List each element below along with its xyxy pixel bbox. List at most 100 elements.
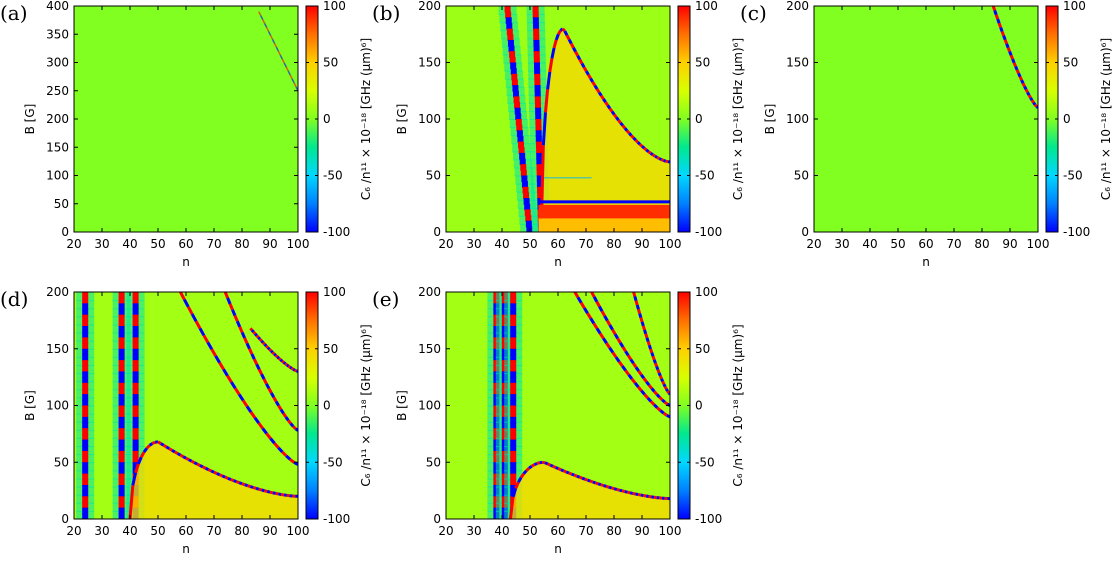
resonance-mark <box>118 382 125 390</box>
x-axis-label: n <box>182 255 190 269</box>
resonance-mark <box>118 297 125 305</box>
resonance-mark <box>269 392 276 399</box>
resonance-mark <box>82 331 89 339</box>
arc-resonance <box>128 440 298 519</box>
resonance-mark <box>258 11 262 16</box>
resonance-mark <box>516 130 523 137</box>
resonance-mark <box>118 456 125 464</box>
resonance-mark <box>182 298 190 308</box>
resonance-mark <box>226 297 232 305</box>
resonance-mark <box>632 491 636 496</box>
resonance-mark <box>275 46 280 52</box>
resonance-mark <box>571 472 575 477</box>
resonance-mark <box>573 473 578 478</box>
resonance-mark <box>82 428 89 435</box>
resonance-mark <box>261 427 268 435</box>
x-tick-label: 90 <box>1002 237 1017 251</box>
resonance-mark <box>507 39 514 47</box>
resonance-mark <box>536 181 543 188</box>
y-tick-label: 150 <box>786 56 809 70</box>
resonance-mark <box>583 307 589 314</box>
resonance-mark <box>619 488 623 493</box>
resonance-mark <box>273 42 278 48</box>
resonance-mark <box>1020 79 1025 84</box>
resonance-mark <box>287 364 291 369</box>
resonance-mark <box>182 455 187 460</box>
resonance-mark <box>82 365 89 373</box>
resonance-mark <box>278 492 282 496</box>
colorbar-tick-label: -100 <box>323 225 350 239</box>
resonance-mark <box>510 439 517 447</box>
resonance-mark <box>510 456 517 464</box>
resonance-mark <box>118 411 125 418</box>
resonance-mark <box>651 355 656 361</box>
colorbar-tick-label: 0 <box>323 112 331 126</box>
resonance-mark <box>82 326 89 333</box>
resonance-mark <box>557 467 562 472</box>
resonance-mark <box>275 491 279 496</box>
resonance-mark <box>536 175 543 183</box>
resonance-mark <box>214 355 221 364</box>
resonance-mark <box>511 73 518 81</box>
panel-label: (a) <box>0 1 28 25</box>
resonance-mark <box>517 476 523 484</box>
resonance-mark <box>590 292 596 298</box>
diagonal-resonance <box>991 6 1038 109</box>
resonance-mark <box>82 399 89 407</box>
resonance-mark <box>650 352 655 357</box>
resonance-mark <box>614 356 621 363</box>
heatmap-d <box>74 292 298 519</box>
resonance-mark <box>510 433 517 441</box>
resonance-mark <box>640 373 646 380</box>
resonance-mark <box>132 394 139 401</box>
resonance-mark <box>82 416 89 424</box>
resonance-mark <box>533 45 540 53</box>
resonance-mark <box>649 348 654 354</box>
resonance-mark <box>621 124 627 130</box>
resonance-mark <box>82 388 89 396</box>
resonance-mark <box>642 377 648 383</box>
resonance-mark <box>1005 43 1010 49</box>
resonance-mark <box>602 337 608 344</box>
resonance-mark <box>252 358 259 365</box>
resonance-mark <box>82 337 89 345</box>
resonance-mark <box>132 422 139 430</box>
band-blue <box>538 200 670 204</box>
resonance-mark <box>132 388 139 396</box>
resonance-mark <box>82 456 89 464</box>
resonance-mark <box>993 9 998 16</box>
resonance-mark <box>618 360 624 368</box>
resonance-mark <box>132 405 139 413</box>
resonance-mark <box>276 355 280 360</box>
resonance-mark <box>643 393 649 400</box>
y-tick-label: 350 <box>46 27 69 41</box>
resonance-mark <box>514 102 521 109</box>
y-tick-label: 50 <box>54 455 69 469</box>
resonance-mark <box>1027 94 1032 99</box>
resonance-mark <box>608 324 614 331</box>
resonance-mark <box>510 354 517 362</box>
resonance-mark <box>207 468 212 473</box>
resonance-mark <box>578 58 584 65</box>
colorbar-tick-label: -100 <box>323 512 350 526</box>
panel-b: 20 30 40 50 60 70 80 90 100 0 50 100 150 200 n B [G] (b)… <box>372 0 745 269</box>
resonance-mark <box>230 381 237 390</box>
resonance-mark <box>646 397 653 403</box>
x-tick-label: 60 <box>178 237 193 251</box>
x-tick-label: 90 <box>634 237 649 251</box>
resonance-mark <box>194 320 202 330</box>
y-axis-label: B [G] <box>763 104 777 135</box>
resonance-mark <box>132 428 139 435</box>
y-tick-label: 100 <box>786 112 809 126</box>
resonance-mark <box>637 308 642 314</box>
resonance-mark <box>632 136 637 142</box>
resonance-mark <box>294 368 298 373</box>
x-tick-label: 40 <box>494 237 509 251</box>
resonance-mark <box>535 130 542 137</box>
x-tick-label: 80 <box>234 524 249 538</box>
panel-c: 20 30 40 50 60 70 80 90 100 0 50 100 150 200 n B [G] (c)… <box>740 0 1112 269</box>
resonance-mark <box>504 6 511 13</box>
resonance-mark <box>273 352 277 357</box>
resonance-mark <box>82 292 89 299</box>
